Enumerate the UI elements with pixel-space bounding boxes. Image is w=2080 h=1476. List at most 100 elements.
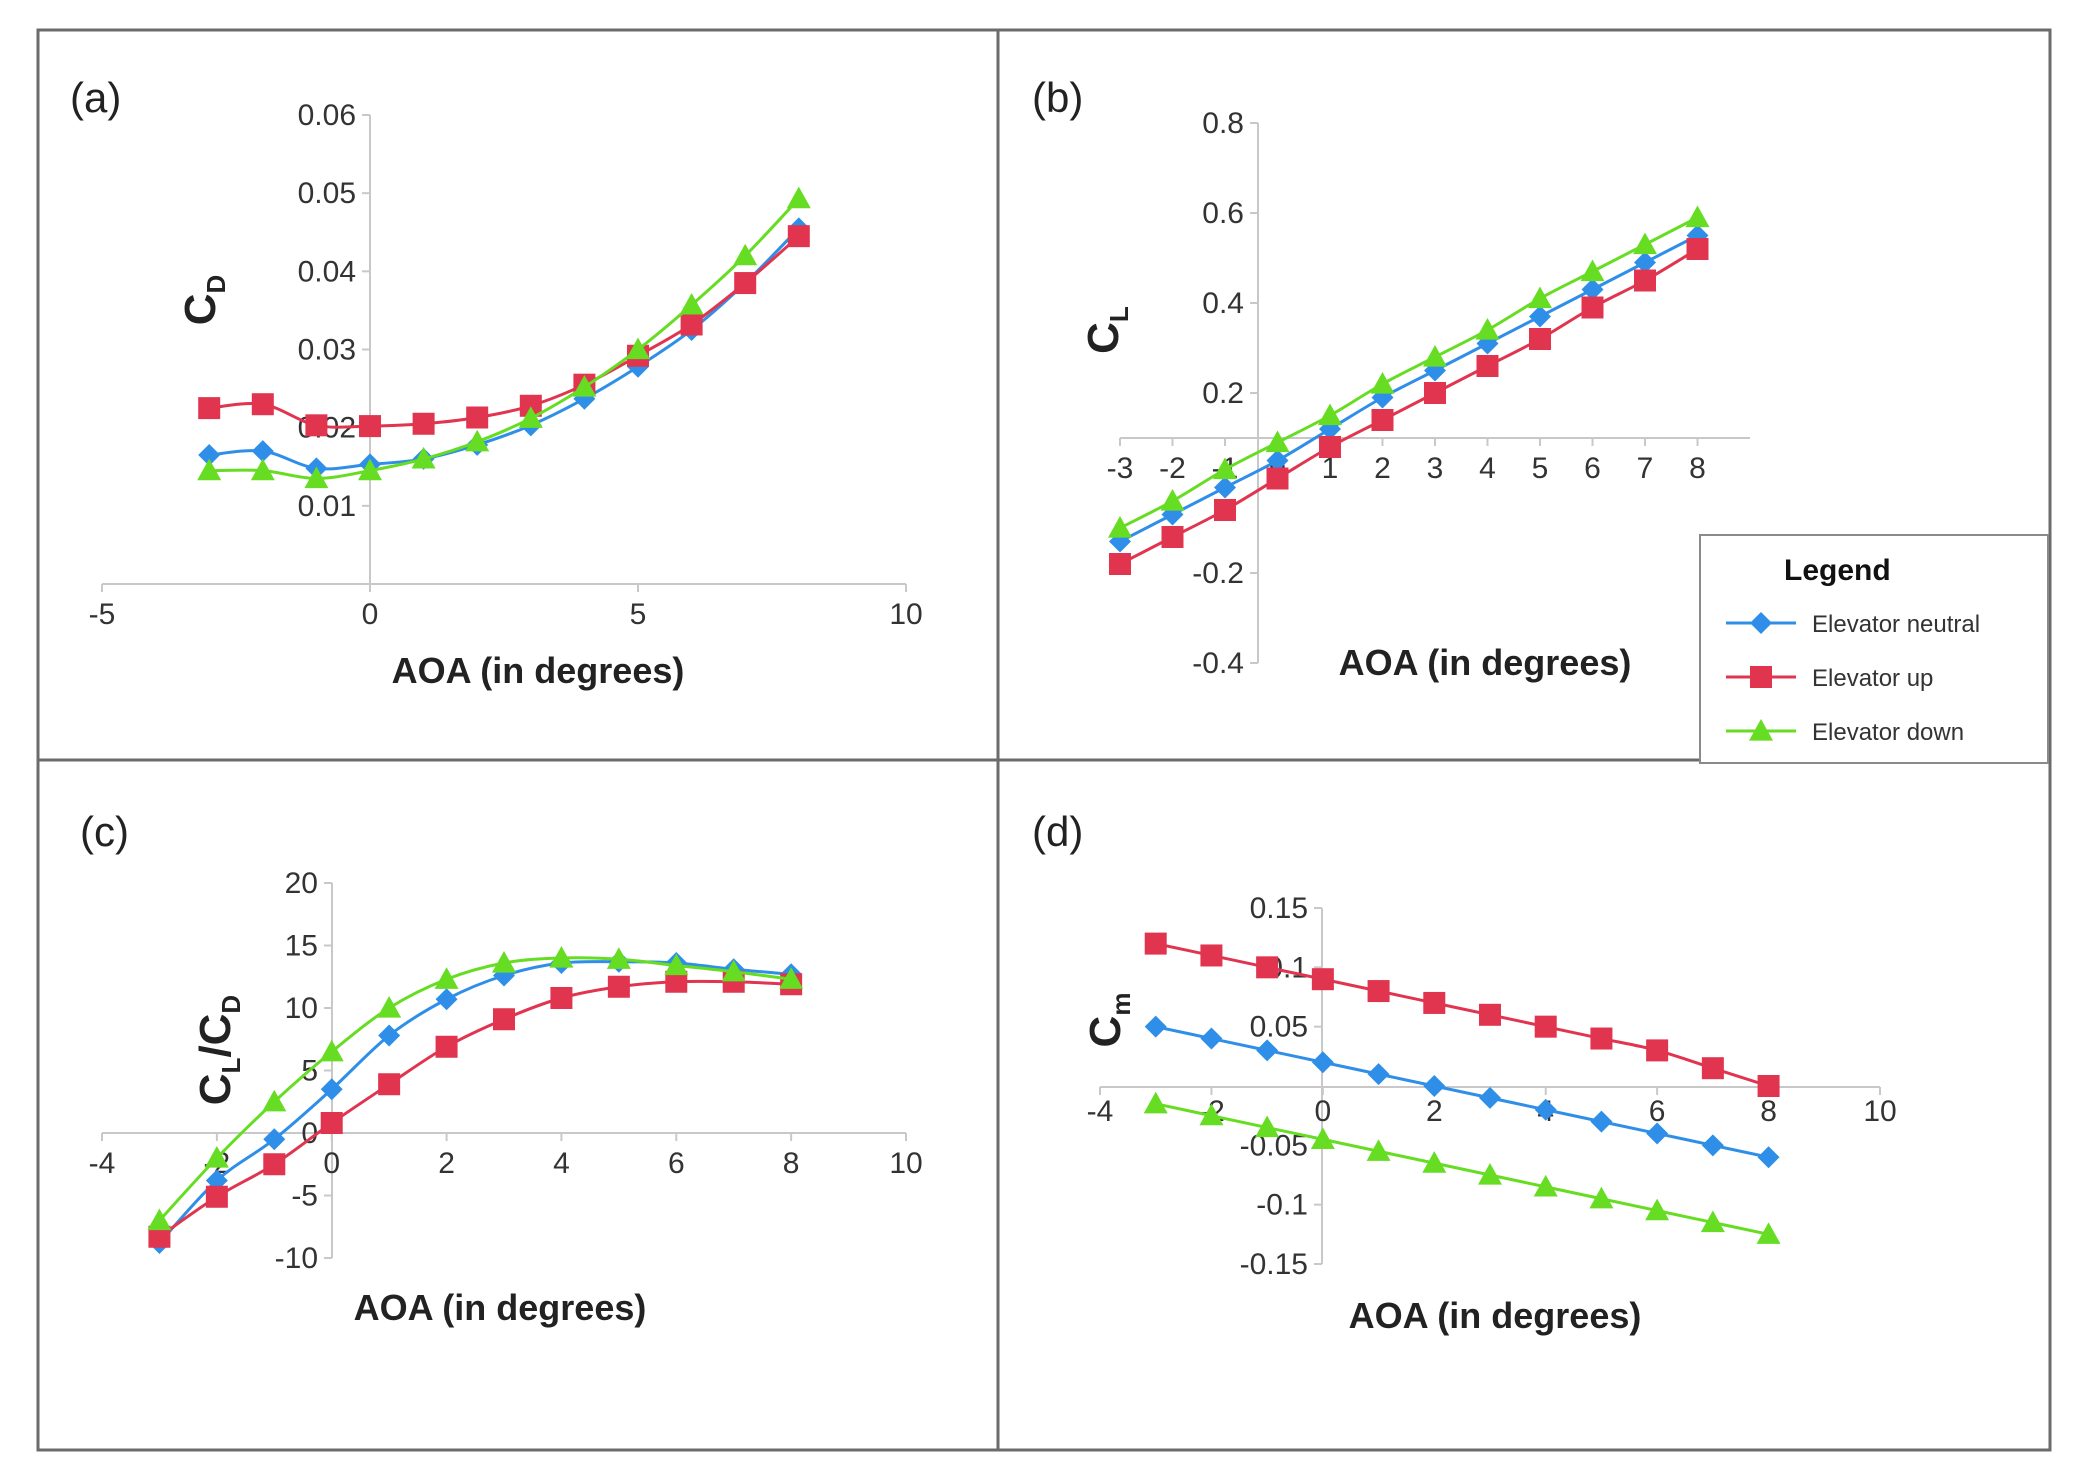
data-point-down [518,406,543,428]
data-point-down [1478,1163,1502,1185]
data-point-neutral [1200,1027,1223,1050]
y-tick-label: 0.03 [298,334,356,367]
y-axis-label-part: /C [191,1014,240,1058]
data-point-up [1371,409,1394,431]
data-point-neutral [1581,278,1604,301]
data-point-up [1646,1039,1669,1062]
data-point-neutral [1311,1051,1334,1074]
data-point-down [411,446,436,469]
data-point-up [198,397,221,420]
data-point-neutral [1367,1063,1390,1086]
series-line-up [158,979,792,1238]
y-tick-label: 0.06 [298,99,356,132]
data-point-up [665,970,688,993]
legend-marker-down [1749,719,1773,741]
x-tick-label: 2 [1374,452,1391,485]
legend-label-up: Elevator up [1812,665,1933,692]
data-point-down [1645,1198,1670,1221]
data-point-up [1424,382,1446,404]
data-point-down [492,951,516,973]
data-point-down [606,947,631,969]
legend-label-down: Elevator down [1812,719,1964,746]
series-line-down [1155,1102,1769,1236]
x-tick-label: 6 [1649,1095,1666,1128]
y-tick-label: 0.6 [1202,197,1244,230]
data-point-up [734,272,757,295]
data-point-neutral [263,1128,286,1151]
data-point-down [1370,372,1395,394]
data-point-down [1160,489,1185,511]
data-point-down [1633,232,1657,255]
y-tick-label: -0.1 [1256,1189,1308,1222]
y-axis-label: CD [176,275,231,326]
y-tick-label: 20 [285,867,318,900]
data-point-up [359,415,381,438]
data-point-neutral [1423,1075,1446,1097]
x-tick-label: -2 [1159,452,1186,485]
data-point-down [679,292,704,315]
data-point-down [319,1039,344,1062]
chart-panel-d: (d)-4-20246810-0.15-0.1-0.050.050.10.15C… [1032,808,1897,1336]
data-point-down [786,186,811,209]
data-point-neutral [1529,305,1551,328]
data-point-neutral [1590,1110,1613,1133]
data-point-down [1108,516,1132,538]
legend-marker-neutral [1750,612,1772,634]
data-point-down [721,959,746,982]
data-point-down [1255,1115,1280,1138]
data-point-neutral [320,1078,343,1101]
data-point-up [1686,238,1709,260]
data-point-neutral [1646,1122,1669,1145]
y-tick-label: 0.4 [1202,287,1244,320]
data-point-down [197,458,222,481]
data-point-down [1533,1174,1558,1197]
data-point-up [1256,956,1279,979]
data-point-down [1700,1210,1725,1233]
y-axis-label: Cm [1081,993,1136,1048]
data-point-neutral [1479,1086,1501,1109]
x-tick-label: 5 [1532,452,1549,485]
legend-title: Legend [1784,554,1891,587]
x-tick-label: 0 [323,1147,340,1180]
data-point-up [251,393,274,416]
data-point-down [664,953,689,976]
data-point-up [680,313,703,336]
series-line-neutral [158,960,792,1245]
data-point-neutral [1256,1039,1279,1062]
data-point-up [1311,968,1334,991]
y-tick-label: 0.05 [298,177,356,210]
y-axis-label: CL/CD [191,995,246,1105]
x-tick-label: 2 [1426,1095,1443,1128]
data-point-down [1589,1186,1614,1209]
data-point-up [205,1185,228,1208]
y-tick-label: 0.2 [1202,377,1244,410]
data-point-up [1367,980,1390,1003]
series-line-down [158,956,792,1222]
x-tick-label: 7 [1637,452,1654,485]
x-tick-label: -4 [89,1147,116,1180]
data-point-down [1756,1222,1781,1244]
data-point-neutral [1634,251,1656,274]
data-point-down [1422,1151,1447,1173]
data-point-down [1366,1139,1391,1161]
y-tick-label: 0.04 [298,255,356,288]
panel-tag: (b) [1032,74,1083,121]
data-point-neutral [378,1024,401,1047]
y-axis-label-part: C [191,1073,240,1105]
data-point-up [1423,991,1446,1014]
data-point-up [435,1035,458,1058]
data-point-up [493,1008,515,1031]
x-tick-label: 1 [1322,452,1339,485]
data-point-up [305,414,328,437]
data-point-down [1143,1091,1168,1114]
data-point-up [1144,932,1167,955]
x-tick-label: 5 [630,598,647,631]
data-point-down [1310,1127,1335,1149]
y-tick-label: -10 [275,1242,318,1275]
y-tick-label: -5 [291,1180,318,1213]
x-tick-label: -4 [1087,1095,1114,1128]
data-point-down [572,375,597,397]
data-point-up [320,1112,343,1134]
data-point-up [1266,467,1289,490]
